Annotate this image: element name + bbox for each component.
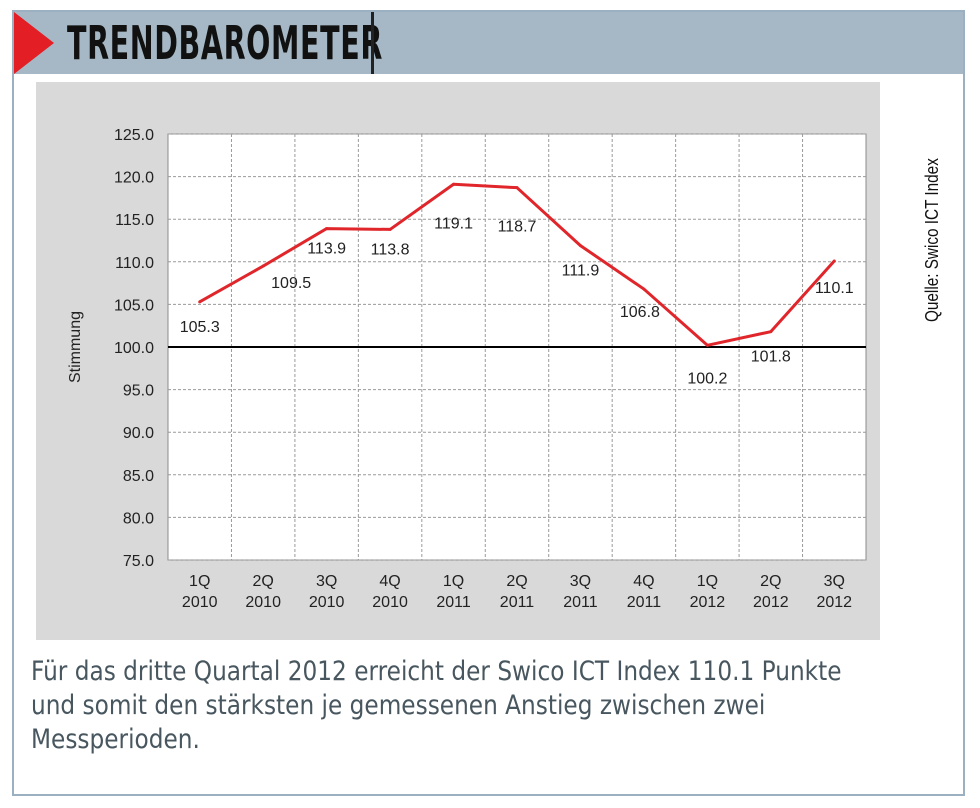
x-tick-label: 1Q 2010 — [182, 573, 218, 611]
x-tick-label: 3Q 2010 — [309, 573, 345, 611]
x-tick-label: 1Q 2012 — [690, 573, 726, 611]
x-tick-label: 2Q 2010 — [245, 573, 281, 611]
header-bar: TRENDBAROMETER — [14, 12, 963, 74]
data-label: 101.8 — [751, 349, 791, 366]
caption-line-3: Messperioden. — [31, 724, 200, 755]
x-tick-label: 1Q 2011 — [436, 573, 471, 611]
line-chart: 75.0 80.0 85.0 90.0 95.0 100.0 105.0 110.0 115.0… — [67, 127, 867, 611]
x-tick-label: 2Q 2012 — [753, 573, 789, 611]
caption: Für das dritte Quartal 2012 erreicht der… — [31, 655, 842, 757]
source-note: Quelle: Swico ICT Index — [920, 90, 946, 330]
data-point — [325, 227, 329, 231]
y-tick-label: 110.0 — [115, 255, 154, 272]
data-point — [388, 227, 392, 231]
data-label: 109.5 — [271, 275, 311, 292]
red-triangle-icon — [14, 12, 54, 74]
x-tick-label: 2Q 2011 — [500, 573, 535, 611]
source-text: Quelle: Swico ICT Index — [922, 158, 942, 322]
data-label: 110.1 — [815, 280, 854, 297]
data-point — [769, 330, 773, 334]
y-tick-label: 105.0 — [114, 297, 154, 314]
data-label: 111.9 — [562, 263, 600, 280]
page-title: TRENDBAROMETER — [67, 16, 383, 70]
data-point — [832, 259, 836, 263]
chart-panel: 75.0 80.0 85.0 90.0 95.0 100.0 105.0 110.0 115.0… — [36, 82, 880, 640]
x-tick-label: 3Q 2012 — [816, 573, 852, 611]
data-point — [261, 264, 265, 268]
y-tick-label: 75.0 — [123, 553, 154, 570]
data-point — [452, 182, 456, 186]
y-tick-label: 85.0 — [123, 468, 154, 485]
x-tick-label: 4Q 2011 — [627, 573, 662, 611]
y-tick-label: 100.0 — [114, 340, 154, 357]
y-tick-label: 90.0 — [123, 425, 154, 442]
data-point — [705, 343, 709, 347]
y-tick-label: 125.0 — [114, 127, 154, 144]
caption-line-2: und somit den stärksten je gemessenen An… — [31, 690, 766, 721]
data-point — [515, 186, 519, 190]
data-label: 118.7 — [498, 219, 537, 236]
y-tick-label: 115.0 — [115, 212, 154, 229]
data-label: 100.2 — [687, 370, 727, 387]
y-tick-label: 95.0 — [123, 383, 154, 400]
data-label: 119.1 — [434, 215, 473, 232]
data-label: 105.3 — [180, 319, 220, 336]
y-axis-title: Stimmung — [67, 311, 84, 383]
x-tick-label: 3Q 2011 — [563, 573, 598, 611]
data-label: 113.9 — [307, 241, 346, 258]
data-point — [578, 244, 582, 248]
data-point — [642, 287, 646, 291]
y-tick-label: 120.0 — [114, 170, 154, 187]
y-tick-label: 80.0 — [123, 510, 154, 527]
header-divider — [371, 12, 374, 74]
x-tick-label: 4Q 2010 — [372, 573, 408, 611]
caption-line-1: Für das dritte Quartal 2012 erreicht der… — [31, 656, 842, 687]
data-point — [198, 300, 202, 304]
data-label: 113.8 — [371, 241, 410, 258]
data-label: 106.8 — [620, 304, 660, 321]
